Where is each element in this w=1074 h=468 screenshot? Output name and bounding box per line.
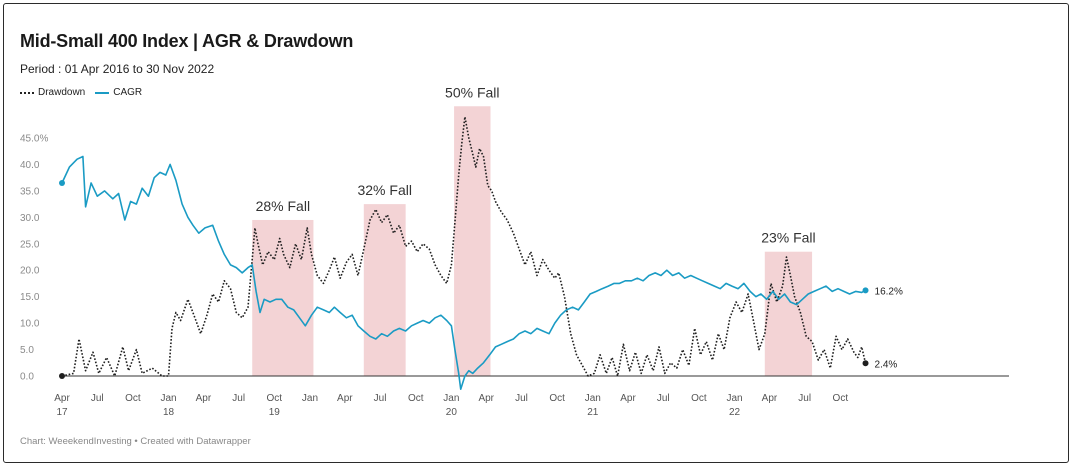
x-tick-label: Jan <box>585 393 601 404</box>
chart-footer: Chart: WeeekendInvesting • Created with … <box>20 436 251 447</box>
x-tick-label: Jan <box>302 393 318 404</box>
x-tick-label: Apr <box>762 393 778 404</box>
legend-label-drawdown: Drawdown <box>38 87 86 98</box>
y-tick-label: 45.0% <box>20 134 48 145</box>
legend: Drawdown CAGR <box>20 87 142 98</box>
y-tick-label: 20.0 <box>20 266 40 277</box>
x-tick-label: Oct <box>408 393 424 404</box>
x-tick-label: Apr <box>337 393 353 404</box>
fall-annotation: 50% Fall <box>445 84 499 100</box>
x-tick-label: Apr <box>54 393 70 404</box>
x-tick-year-label: 17 <box>56 407 68 418</box>
drawdown-swatch <box>20 91 34 94</box>
cagr-line <box>61 155 866 390</box>
fall-period-shade <box>252 219 314 376</box>
y-tick-label: 35.0 <box>20 186 40 197</box>
x-tick-year-label: 22 <box>729 407 741 418</box>
x-tick-year-label: 18 <box>163 407 175 418</box>
y-tick-label: 25.0 <box>20 239 40 250</box>
y-tick-label: 5.0 <box>20 345 34 356</box>
y-tick-label: 10.0 <box>20 319 40 330</box>
x-tick-label: Jul <box>374 393 387 404</box>
x-tick-year-label: 21 <box>587 407 599 418</box>
fall-period-shade <box>363 204 406 376</box>
x-tick-label: Apr <box>620 393 636 404</box>
drawdown-end-point <box>862 360 869 367</box>
x-tick-label: Oct <box>125 393 141 404</box>
x-tick-year-label: 19 <box>269 407 281 418</box>
y-tick-label: 15.0 <box>20 292 40 303</box>
cagr-swatch <box>95 91 110 94</box>
x-tick-label: Oct <box>691 393 707 404</box>
x-tick-year-label: 20 <box>446 407 458 418</box>
x-tick-label: Jul <box>798 393 811 404</box>
fall-annotation: 28% Fall <box>256 198 310 214</box>
x-tick-label: Jan <box>443 393 459 404</box>
fall-annotation: 23% Fall <box>761 230 815 246</box>
fall-annotation: 32% Fall <box>357 182 411 198</box>
x-tick-label: Jul <box>657 393 670 404</box>
chart-subtitle: Period : 01 Apr 2016 to 30 Nov 2022 <box>20 62 215 76</box>
drawdown-line <box>61 116 867 377</box>
fall-period-shade <box>764 251 813 376</box>
x-tick-label: Jul <box>91 393 104 404</box>
legend-item-cagr: CAGR <box>95 87 142 98</box>
drawdown-start-point <box>59 373 65 379</box>
y-tick-label: 40.0 <box>20 160 40 171</box>
x-tick-label: Jan <box>727 393 743 404</box>
x-tick-label: Jul <box>515 393 528 404</box>
legend-item-drawdown: Drawdown <box>20 87 85 98</box>
y-tick-label: 0.0 <box>20 372 34 383</box>
x-tick-label: Oct <box>267 393 283 404</box>
x-tick-label: Jul <box>232 393 245 404</box>
cagr-start-point <box>59 179 65 186</box>
legend-label-cagr: CAGR <box>113 87 143 98</box>
drawdown-end-label: 2.4% <box>875 359 898 370</box>
x-tick-label: Oct <box>833 393 849 404</box>
chart-title: Mid-Small 400 Index | AGR & Drawdown <box>20 31 354 51</box>
chart-card <box>3 3 1069 463</box>
y-tick-label: 30.0 <box>20 213 40 224</box>
fall-period-shade <box>454 106 491 377</box>
cagr-end-point <box>862 287 869 294</box>
x-tick-label: Apr <box>196 393 212 404</box>
x-tick-label: Jan <box>160 393 176 404</box>
x-tick-label: Oct <box>549 393 565 404</box>
cagr-end-label: 16.2% <box>875 286 903 297</box>
x-tick-label: Apr <box>478 393 494 404</box>
